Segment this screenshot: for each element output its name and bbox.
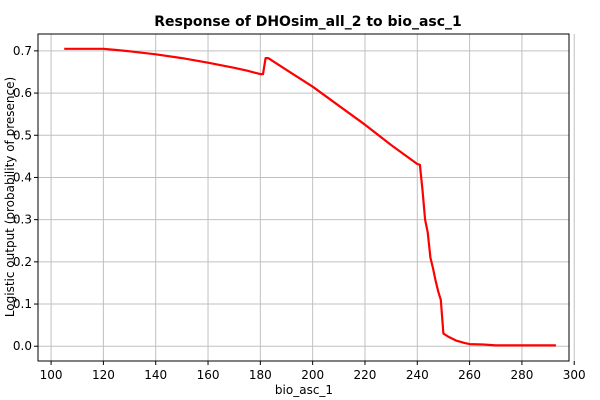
- x-tick-label: 260: [458, 368, 481, 382]
- x-tick-label: 240: [406, 368, 429, 382]
- x-tick-label: 160: [197, 368, 220, 382]
- x-axis-label: bio_asc_1: [275, 383, 333, 397]
- plot-frame: [37, 33, 570, 362]
- y-tick-label: 0.7: [13, 44, 32, 58]
- x-axis-ticks: 100 120 140 160 180 200 220 240 260 280 300: [40, 361, 586, 382]
- y-axis-ticks: 0.0 0.1 0.2 0.3 0.4 0.5 0.6 0.7: [13, 44, 38, 353]
- x-tick-label: 120: [92, 368, 115, 382]
- x-tick-label: 100: [40, 368, 63, 382]
- chart-title: Response of DHOsim_all_2 to bio_asc_1: [154, 14, 462, 30]
- series-group: [64, 47, 556, 347]
- y-tick-label: 0.0: [13, 339, 32, 353]
- x-tick-label: 180: [249, 368, 272, 382]
- x-tick-label: 220: [354, 368, 377, 382]
- y-tick-label: 0.3: [13, 213, 32, 227]
- y-tick-label: 0.1: [13, 297, 32, 311]
- y-axis-label: Logistic output (probability of presence…: [3, 77, 17, 317]
- grid-lines: [38, 34, 575, 361]
- x-tick-label: 200: [301, 368, 324, 382]
- response-curve-line: [64, 47, 556, 347]
- x-tick-label: 300: [563, 368, 586, 382]
- y-tick-label: 0.2: [13, 255, 32, 269]
- y-tick-label: 0.5: [13, 128, 32, 142]
- y-tick-label: 0.4: [13, 170, 32, 184]
- x-tick-label: 280: [510, 368, 533, 382]
- y-tick-label: 0.6: [13, 86, 32, 100]
- x-tick-label: 140: [144, 368, 167, 382]
